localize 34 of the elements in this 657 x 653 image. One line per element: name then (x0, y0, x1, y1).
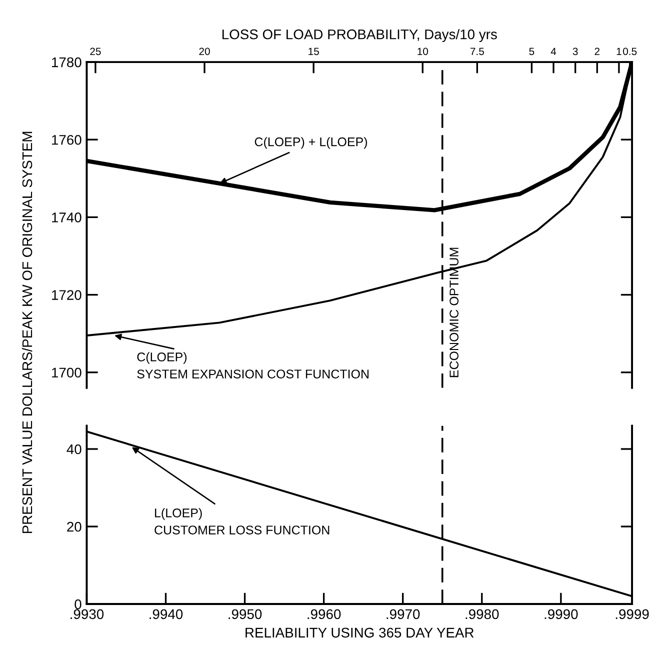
x2-tick-label: 0.5 (623, 48, 637, 56)
x-tick-label: .9999 (616, 609, 649, 620)
x-tick-label: .9940 (150, 609, 183, 620)
annotation: C(LOEP) + L(LOEP) (254, 137, 368, 149)
x2-tick-label: 10 (418, 48, 428, 56)
annotation: C(LOEP) SYSTEM EXPANSION COST FUNCTION (137, 352, 368, 378)
x2-tick-label: 5 (529, 48, 534, 56)
y-axis-title: PRESENT VALUE DOLLARS/PEAK KW OF ORIGINAL SYSTEM (22, 132, 32, 534)
y-tick-label: 40 (66, 444, 82, 454)
y-tick-label: 0 (74, 599, 82, 610)
x2-tick-label: 1 (616, 48, 622, 56)
x2-tick-label: 3 (572, 48, 578, 56)
ref-line-label: ECONOMIC OPTIMUM (450, 248, 458, 378)
y-tick-label: 1760 (52, 134, 82, 145)
y-tick-label: 1720 (52, 290, 82, 300)
y-tick-label: 1700 (52, 368, 82, 378)
x2-axis-title: LOSS OF LOAD PROBABILITY, Days/10 yrs (222, 29, 497, 42)
x-tick-label: .9960 (308, 609, 341, 620)
x-axis-title: RELIABILITY USING 365 DAY YEAR (246, 628, 474, 638)
x2-tick-label: 15 (308, 48, 319, 56)
x2-tick-label: 20 (199, 48, 210, 56)
x2-tick-label: 7.5 (470, 48, 484, 56)
x2-tick-label: 2 (594, 48, 600, 56)
y-tick-label: 1780 (52, 57, 82, 68)
x-tick-label: .9930 (70, 609, 104, 620)
x2-tick-label: 25 (90, 48, 101, 56)
annotation: L(LOEP) CUSTOMER LOSS FUNCTION (154, 508, 330, 534)
y-tick-label: 1740 (52, 212, 82, 222)
y-tick-label: 20 (67, 522, 82, 532)
x-tick-label: .9970 (386, 609, 420, 620)
x2-tick-label: 4 (550, 48, 556, 56)
x-tick-label: .9990 (544, 609, 578, 620)
x-tick-label: .9980 (466, 609, 499, 620)
x-tick-label: .9950 (228, 609, 262, 620)
